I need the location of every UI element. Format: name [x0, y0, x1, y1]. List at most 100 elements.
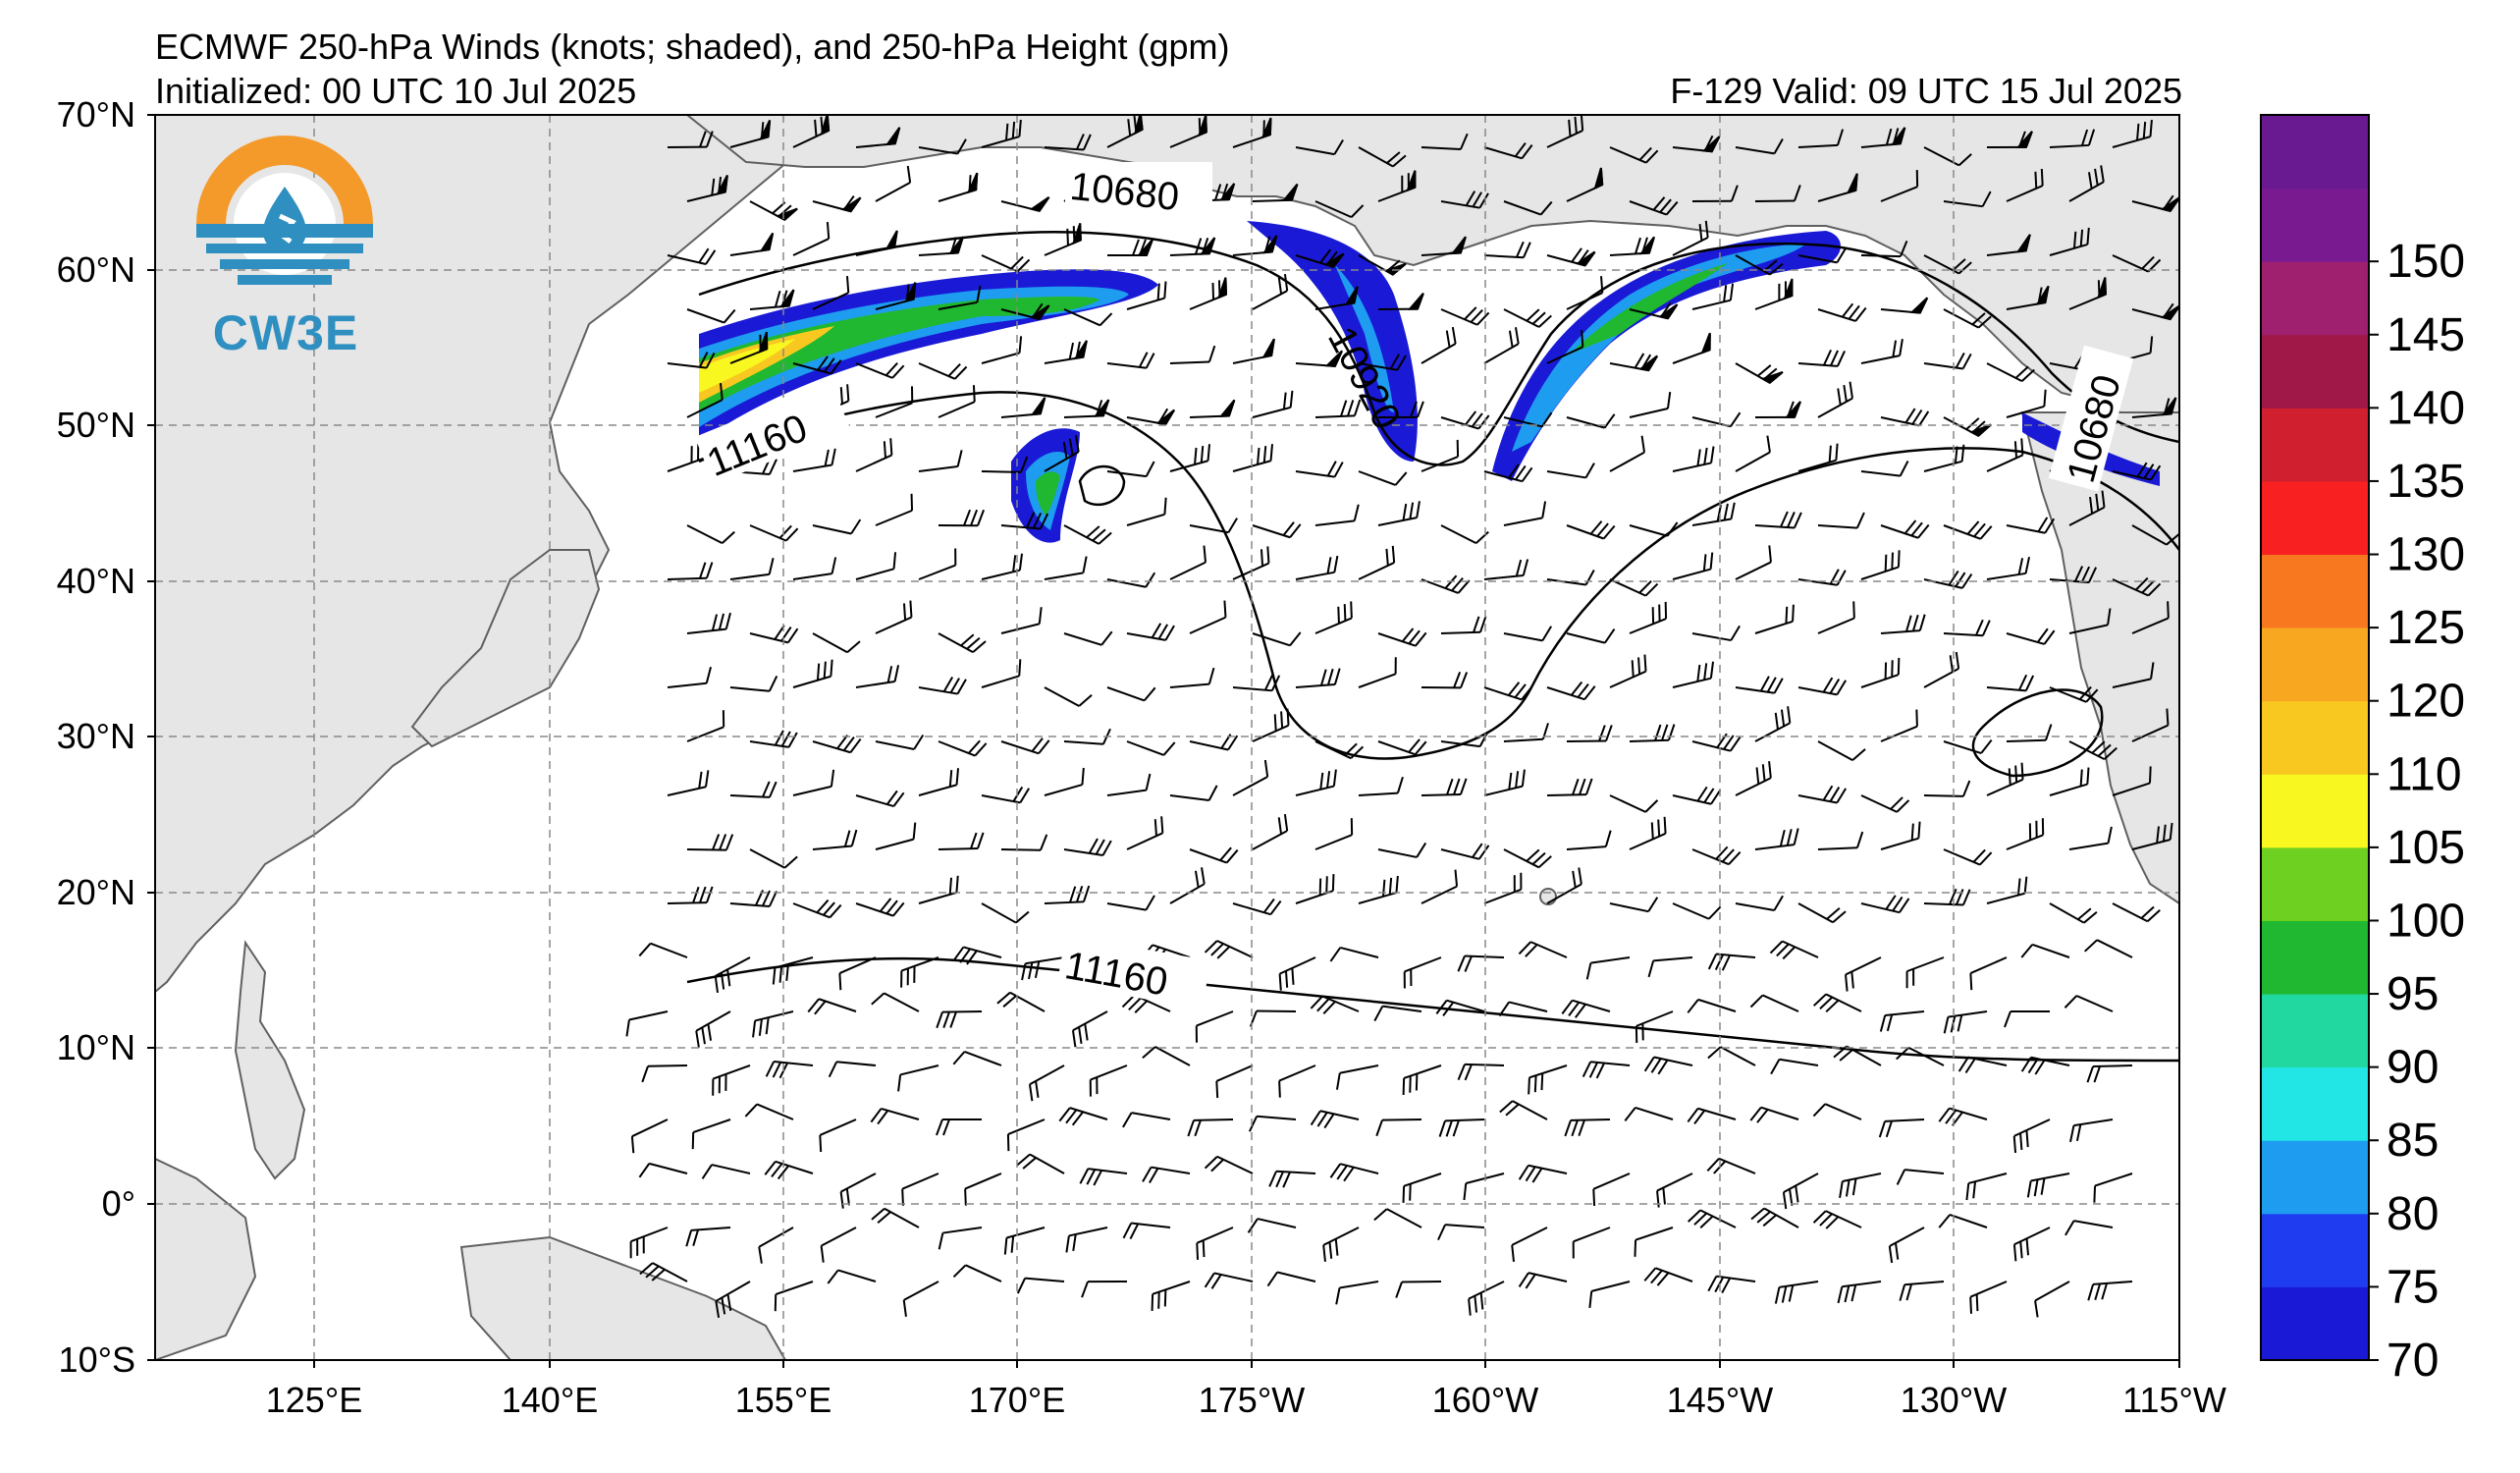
- wind-barb: [1672, 902, 1722, 920]
- wind-barb: [1754, 401, 1801, 418]
- wind-barb: [938, 509, 986, 527]
- wind-barb: [1071, 1010, 1108, 1048]
- wind-barb: [1314, 286, 1359, 310]
- wind-barb: [1629, 391, 1672, 418]
- wind-barb: [1624, 1106, 1674, 1121]
- lat-label: 20°N: [57, 872, 135, 912]
- wind-barb: [1358, 545, 1396, 580]
- wind-barb: [2068, 277, 2107, 310]
- wind-barb: [1782, 1173, 1819, 1210]
- wind-barb: [686, 612, 731, 634]
- wind-barb: [1965, 1173, 2008, 1201]
- wind-barb: [667, 666, 713, 688]
- wind-barb: [638, 942, 688, 958]
- wind-barb: [792, 557, 837, 580]
- wind-barb: [630, 1118, 669, 1154]
- lon-label: 130°W: [1901, 1380, 2007, 1420]
- wind-barb: [1754, 604, 1795, 634]
- wind-barb: [1358, 354, 1407, 371]
- wind-barb: [855, 790, 905, 807]
- wind-barb: [2131, 524, 2179, 546]
- wind-barb: [2087, 1281, 2133, 1301]
- wind-barb: [1402, 1064, 1442, 1096]
- wind-barb: [1252, 708, 1290, 742]
- wind-barb: [1295, 461, 1344, 478]
- wind-barb: [1629, 196, 1679, 216]
- lat-labels: 70°N 60°N 50°N 40°N 30°N 20°N 10°N 0° 10…: [57, 94, 135, 1380]
- wind-barb: [625, 1010, 669, 1037]
- wind-barb: [1566, 520, 1616, 540]
- map-title: ECMWF 250-hPa Winds (knots; shaded), and…: [155, 27, 1230, 67]
- wind-barb: [1566, 725, 1613, 742]
- wind-barb: [1204, 940, 1254, 959]
- wind-barb: [1063, 630, 1113, 646]
- wind-barb: [1000, 397, 1046, 418]
- lon-label: 115°W: [2122, 1380, 2226, 1420]
- wind-barb: [1503, 626, 1553, 642]
- wind-barb: [1232, 117, 1272, 148]
- colorbar-tick-label: 90: [2386, 1042, 2439, 1094]
- wind-barb: [2112, 766, 2152, 796]
- wind-barb: [2112, 902, 2161, 923]
- wind-barb: [855, 230, 898, 256]
- wind-barb: [855, 552, 897, 580]
- contour-labels: 10680 11160 10920 10680 11160: [694, 162, 2134, 1009]
- wind-barb: [1016, 1277, 1065, 1294]
- wind-barb: [1169, 345, 1216, 364]
- wind-barb: [1000, 737, 1050, 755]
- wind-barb: [1629, 601, 1668, 634]
- wind-barb: [875, 386, 914, 418]
- wind-barb: [1252, 390, 1294, 418]
- wind-barb: [772, 956, 814, 985]
- wind-barb: [981, 456, 1029, 473]
- wind-barb: [1483, 464, 1533, 483]
- wind-barb: [1635, 1010, 1674, 1043]
- wind-barb: [1561, 999, 1611, 1018]
- wind-barb: [1860, 794, 1910, 813]
- wind-barb: [2068, 608, 2112, 634]
- wind-barb: [667, 247, 717, 265]
- wind-barb: [996, 991, 1046, 1012]
- wind-barb: [667, 352, 716, 369]
- wind-barb: [1797, 677, 1848, 696]
- wind-barb: [729, 676, 778, 692]
- wind-barb: [1797, 902, 1847, 924]
- wind-barb: [729, 558, 775, 580]
- lon-label: 175°W: [1199, 1380, 1305, 1420]
- wind-barb: [2012, 1227, 2051, 1262]
- wind-barb: [1986, 438, 2024, 472]
- wind-barb: [2006, 517, 2056, 534]
- wind-barb: [1089, 1064, 1128, 1097]
- wind-barb: [1189, 600, 1227, 634]
- wind-barb: [714, 956, 751, 993]
- wind-barb: [1126, 816, 1164, 850]
- wind-barb: [1169, 115, 1207, 148]
- wind-barb: [1749, 1106, 1799, 1123]
- colorbar-tick-label: 95: [2386, 968, 2439, 1020]
- lat-label: 70°N: [57, 94, 135, 135]
- wind-barb: [1769, 940, 1819, 960]
- wind-barb: [2131, 397, 2177, 418]
- wind-barb: [1204, 1272, 1254, 1289]
- wind-barb: [1672, 446, 1715, 472]
- wind-barb: [1880, 297, 1929, 314]
- wind-barb: [2026, 1173, 2070, 1198]
- wind-barb: [870, 1107, 920, 1125]
- init-time-label: Initialized: 00 UTC 10 Jul 2025: [155, 71, 637, 111]
- wind-barb: [1000, 834, 1048, 851]
- wind-barb: [981, 553, 1024, 580]
- lat-label: 40°N: [57, 561, 135, 601]
- wind-barb: [1483, 241, 1531, 259]
- colorbar-swatch: [2261, 554, 2369, 628]
- wind-barb: [1880, 408, 1930, 427]
- wind-barb: [2093, 1173, 2133, 1203]
- wind-barb: [1232, 546, 1270, 580]
- wind-barb: [1377, 627, 1427, 647]
- wind-barb: [1000, 195, 1050, 212]
- wind-barb: [1081, 1281, 1128, 1298]
- wind-barb: [1860, 127, 1906, 148]
- wind-barb: [1943, 520, 1993, 540]
- wind-barb: [764, 1160, 814, 1180]
- lat-label: 50°N: [57, 405, 135, 445]
- wind-barb: [1006, 1118, 1046, 1152]
